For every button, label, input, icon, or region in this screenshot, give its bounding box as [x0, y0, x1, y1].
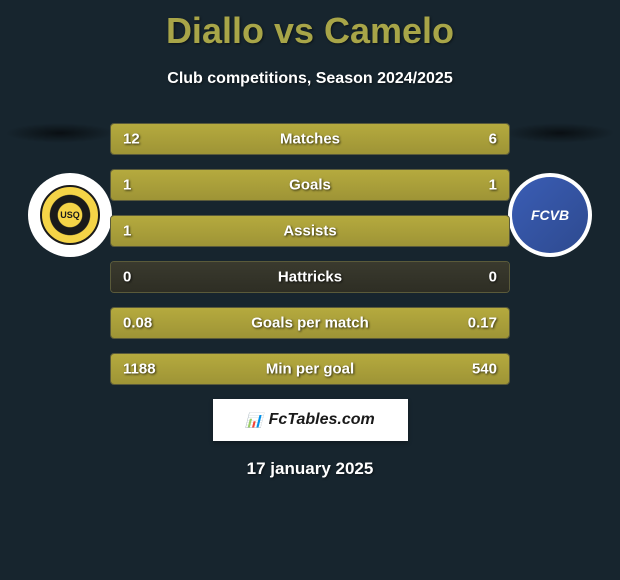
content-area: FCVB 12 Matches 6 1 Goals 1 1 Assists: [0, 123, 620, 479]
team-left-badge: [40, 185, 100, 245]
stat-value-left: 12: [123, 131, 140, 148]
stat-value-right: 540: [472, 361, 497, 378]
stat-row-goals: 1 Goals 1: [110, 169, 510, 201]
chart-icon: 📊: [245, 412, 262, 429]
stat-value-left: 1: [123, 223, 131, 240]
subtitle: Club competitions, Season 2024/2025: [0, 70, 620, 88]
branding-badge[interactable]: 📊 FcTables.com: [213, 399, 408, 441]
stat-value-left: 1188: [123, 361, 156, 378]
stat-label: Goals per match: [251, 315, 369, 332]
stats-container: 12 Matches 6 1 Goals 1 1 Assists 0 Hattr…: [110, 123, 510, 385]
date-text: 17 january 2025: [0, 459, 620, 479]
stat-label: Matches: [280, 131, 340, 148]
stat-row-matches: 12 Matches 6: [110, 123, 510, 155]
stat-row-min-per-goal: 1188 Min per goal 540: [110, 353, 510, 385]
stat-row-hattricks: 0 Hattricks 0: [110, 261, 510, 293]
team-left-logo: [28, 173, 112, 257]
stat-bar-left: [111, 170, 310, 200]
shadow-right: [505, 123, 615, 143]
stat-value-right: 6: [489, 131, 497, 148]
stat-label: Goals: [289, 177, 331, 194]
stat-bar-right: [310, 170, 509, 200]
stat-value-left: 0.08: [123, 315, 152, 332]
stat-value-left: 1: [123, 177, 131, 194]
stat-label: Hattricks: [278, 269, 342, 286]
stat-row-goals-per-match: 0.08 Goals per match 0.17: [110, 307, 510, 339]
stat-row-assists: 1 Assists: [110, 215, 510, 247]
shadow-left: [5, 123, 115, 143]
stat-label: Min per goal: [266, 361, 354, 378]
branding-text: FcTables.com: [269, 411, 375, 429]
stat-value-left: 0: [123, 269, 131, 286]
stat-label: Assists: [283, 223, 336, 240]
team-right-badge: FCVB: [512, 177, 588, 253]
stat-value-right: 0.17: [468, 315, 497, 332]
comparison-title: Diallo vs Camelo: [0, 0, 620, 52]
stat-value-right: 0: [489, 269, 497, 286]
team-right-logo: FCVB: [508, 173, 592, 257]
stat-value-right: 1: [489, 177, 497, 194]
